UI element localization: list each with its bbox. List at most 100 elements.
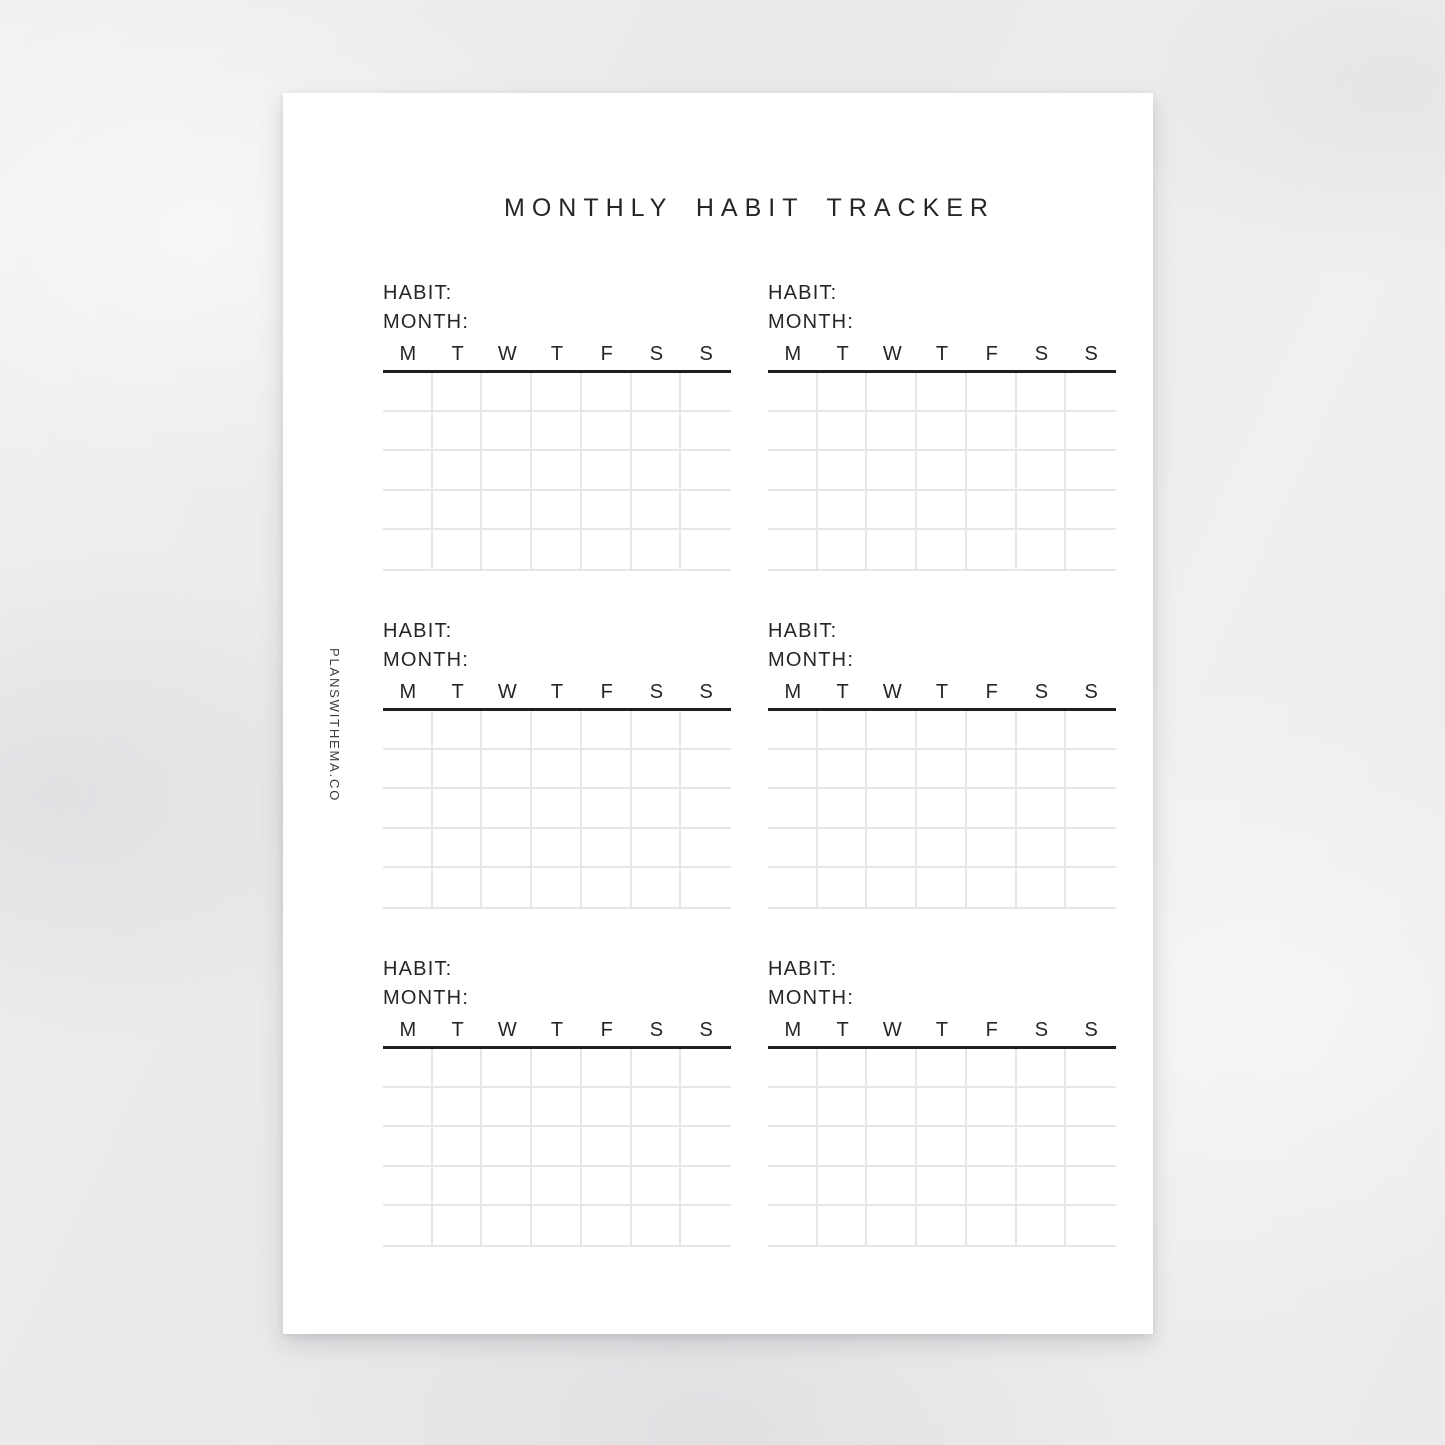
grid-cell: [917, 1049, 967, 1089]
habit-label: HABIT:: [383, 958, 453, 980]
day-header-row: M T W T F S S: [768, 682, 1116, 708]
grid-cell: [1066, 491, 1116, 530]
grid-cell: [917, 789, 967, 829]
grid-cell: [1066, 868, 1116, 907]
tracker-grid: [383, 711, 731, 909]
grid-cell: [917, 373, 967, 413]
grid-cell: [817, 490, 868, 530]
grid-cell: [1016, 490, 1067, 530]
day-header-row: M T W T F S S: [768, 1020, 1116, 1046]
grid-cell: [1016, 789, 1067, 829]
grid-cell: [383, 1049, 433, 1089]
grid-cell: [768, 1049, 818, 1089]
grid-cell: [768, 373, 818, 413]
habit-tracker-block-3: HABIT: MONTH: M T W T F S S: [383, 621, 731, 909]
day-header-thu: T: [550, 343, 564, 365]
grid-cell: [582, 529, 632, 569]
grid-cell: [917, 1205, 967, 1245]
grid-cell: [768, 412, 818, 452]
habit-tracker-block-2: HABIT: MONTH: M T W T F S S: [768, 283, 1116, 571]
day-header-tue: T: [451, 1019, 464, 1041]
day-header-fri: F: [600, 1019, 613, 1041]
grid-cell: [482, 412, 533, 452]
day-header-sat: S: [649, 681, 664, 703]
grid-cell: [867, 750, 918, 790]
grid-cell: [1066, 711, 1116, 751]
grid-cell: [681, 789, 731, 829]
day-header-fri: F: [985, 343, 998, 365]
grid-cell: [867, 711, 918, 751]
grid-cell: [631, 789, 682, 829]
grid-cell: [917, 711, 967, 751]
day-header-mon: M: [399, 343, 417, 365]
tracker-grid: [768, 711, 1116, 909]
grid-cell: [631, 373, 682, 413]
grid-cell: [917, 828, 967, 868]
day-header-wed: W: [497, 343, 517, 365]
grid-cell: [532, 750, 582, 790]
tracker-sheet: MONTHLY HABIT TRACKER PLANSWITHEMA.CO HA…: [283, 93, 1153, 1334]
grid-cell: [818, 1205, 868, 1245]
grid-cell: [681, 1167, 731, 1206]
header-rule: [768, 1046, 1116, 1049]
header-rule: [768, 708, 1116, 711]
tracker-grid: [383, 1049, 731, 1247]
grid-cell: [967, 1205, 1017, 1245]
header-rule: [383, 1046, 731, 1049]
grid-cell: [1066, 530, 1116, 569]
grid-cell: [432, 490, 483, 530]
day-header-row: M T W T F S S: [383, 344, 731, 370]
day-header-wed: W: [497, 681, 517, 703]
grid-cell: [817, 711, 868, 751]
grid-cell: [632, 867, 682, 907]
grid-cell: [532, 789, 582, 829]
grid-cell: [383, 451, 433, 491]
grid-cell: [532, 451, 582, 491]
grid-cell: [581, 490, 632, 530]
grid-cell: [1016, 1088, 1067, 1128]
grid-cell: [817, 750, 868, 790]
grid-cell: [867, 1205, 918, 1245]
habit-label: HABIT:: [768, 958, 838, 980]
tracker-grid: [383, 373, 731, 571]
grid-cell: [631, 828, 682, 868]
grid-cell: [631, 750, 682, 790]
grid-cell: [681, 491, 731, 530]
grid-cell: [867, 451, 918, 491]
grid-cell: [581, 789, 632, 829]
day-header-thu: T: [935, 1019, 949, 1041]
grid-cell: [532, 412, 582, 452]
grid-cell: [581, 750, 632, 790]
grid-cell: [867, 1127, 918, 1167]
grid-cell: [383, 750, 433, 790]
grid-cell: [482, 373, 533, 413]
grid-cell: [532, 490, 582, 530]
grid-cell: [631, 1049, 682, 1089]
grid-cell: [966, 451, 1017, 491]
grid-cell: [581, 1166, 632, 1206]
page-title: MONTHLY HABIT TRACKER: [504, 194, 995, 222]
grid-cell: [532, 1049, 582, 1089]
grid-cell: [581, 451, 632, 491]
grid-cell: [817, 373, 868, 413]
tracker-blocks: HABIT: MONTH: M T W T F S S HABIT: MONTH…: [383, 283, 1116, 1247]
grid-cell: [966, 789, 1017, 829]
grid-cell: [768, 828, 818, 868]
grid-cell: [482, 711, 533, 751]
grid-cell: [532, 373, 582, 413]
grid-cell: [482, 1205, 533, 1245]
grid-cell: [1016, 1127, 1067, 1167]
grid-cell: [966, 412, 1017, 452]
grid-cell: [383, 1166, 433, 1206]
grid-cell: [482, 1127, 533, 1167]
grid-cell: [1066, 1206, 1116, 1245]
grid-cell: [681, 750, 731, 790]
grid-cell: [383, 867, 433, 907]
day-header-mon: M: [784, 1019, 802, 1041]
grid-cell: [966, 1088, 1017, 1128]
grid-cell: [432, 789, 483, 829]
grid-cell: [917, 451, 967, 491]
grid-cell: [966, 1049, 1017, 1089]
grid-cell: [768, 490, 818, 530]
day-header-wed: W: [882, 343, 902, 365]
